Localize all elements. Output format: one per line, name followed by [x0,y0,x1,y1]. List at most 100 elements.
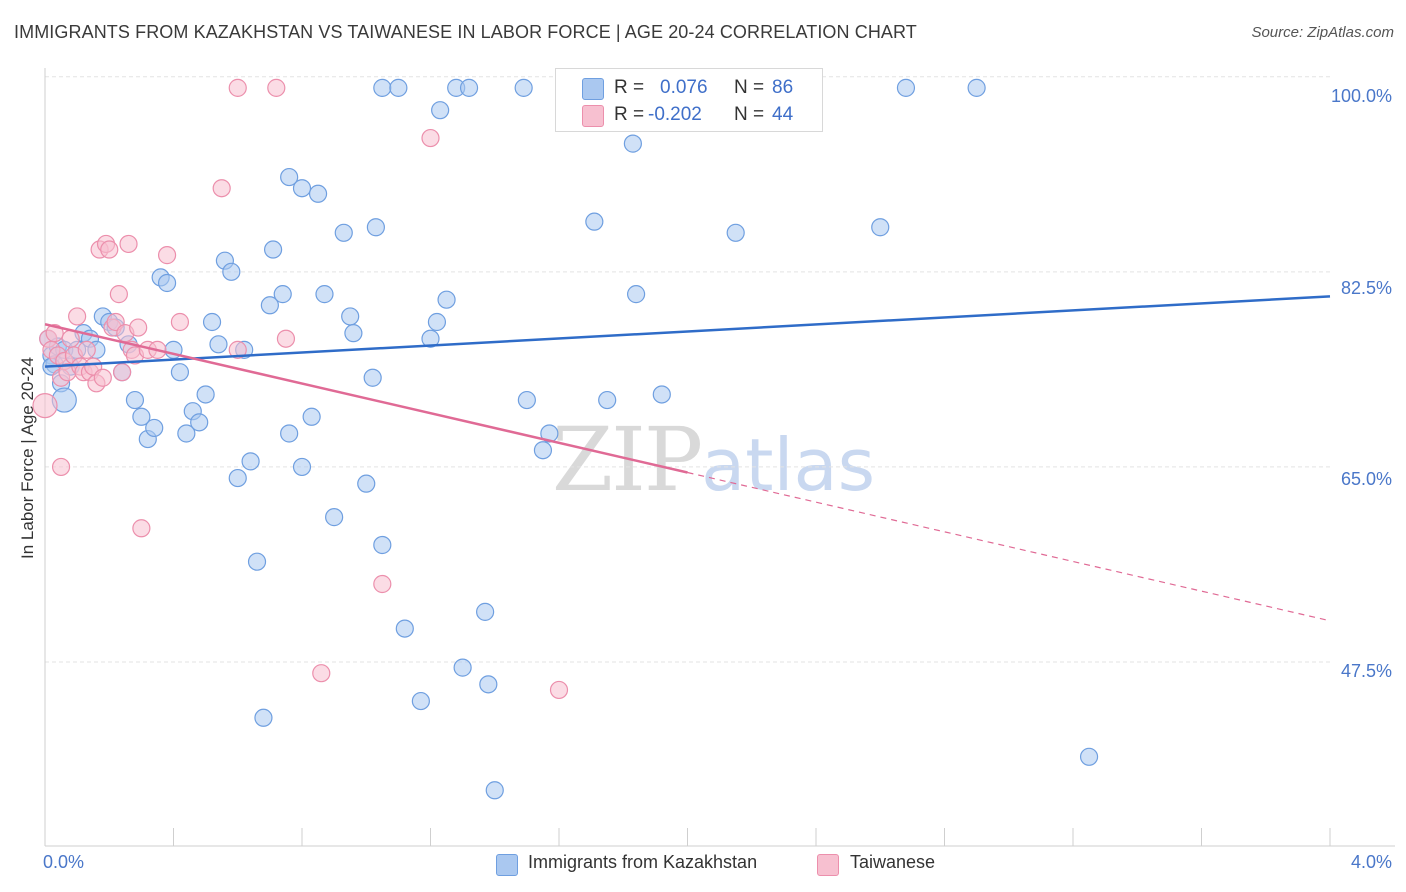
point-kazakhstan-44 [302,407,321,426]
point-kazakhstan-62 [437,290,456,309]
legend-swatch-blue [582,78,604,100]
point-kazakhstan-66 [476,602,495,621]
point-taiwanese-25 [112,363,132,382]
point-kazakhstan-80 [871,218,890,237]
point-kazakhstan-47 [325,508,344,527]
point-kazakhstan-31 [222,262,241,281]
point-kazakhstan-79 [726,223,745,242]
point-kazakhstan-43 [292,457,312,477]
point-kazakhstan-76 [623,134,642,153]
trendline-taiwanese-solid [44,323,688,474]
point-kazakhstan-34 [241,452,260,471]
point-kazakhstan-32 [228,468,247,488]
point-kazakhstan-45 [308,184,328,203]
y-tick-label-82: 82.5% [1340,278,1392,298]
point-kazakhstan-65 [459,78,479,97]
point-kazakhstan-58 [411,691,430,711]
legend-n-value: 44 [772,104,794,125]
point-taiwanese-34 [157,246,177,265]
y-tick-label-100: 100.0% [1330,86,1392,106]
point-kazakhstan-56 [389,78,408,97]
point-taiwanese-43 [421,128,440,148]
point-kazakhstan-40 [280,424,299,443]
point-kazakhstan-60 [427,312,447,332]
point-kazakhstan-46 [315,285,334,304]
point-kazakhstan-23 [170,363,190,382]
point-kazakhstan-72 [540,424,559,443]
point-kazakhstan-36 [254,708,273,727]
point-taiwanese-42 [373,574,392,594]
legend-r-label: R = [614,77,645,98]
point-taiwanese-3 [45,324,64,343]
trendline-taiwanese-dashed [687,471,1331,622]
point-taiwanese-0 [32,393,58,419]
point-taiwanese-39 [267,78,286,97]
chart-title: IMMIGRANTS FROM KAZAKHSTAN VS TAIWANESE … [14,22,917,42]
chart-source: Source: ZipAtlas.com [1251,24,1394,41]
point-taiwanese-6 [51,457,71,477]
point-kazakhstan-51 [357,474,376,493]
point-taiwanese-38 [228,78,247,97]
stats-legend: R = 0.076 N = 86 R = -0.202 N = 44 [555,68,823,132]
point-kazakhstan-19 [145,418,164,438]
bottom-legend-taiwanese: Taiwanese [850,852,936,872]
legend-n-label: N = [734,104,765,125]
point-kazakhstan-77 [626,285,646,304]
point-taiwanese-35 [170,312,190,332]
point-taiwanese-11 [68,307,87,326]
point-taiwanese-31 [132,519,151,538]
point-kazakhstan-35 [247,552,267,571]
point-kazakhstan-50 [344,324,363,343]
point-kazakhstan-17 [132,407,151,426]
point-kazakhstan-27 [196,385,215,404]
point-kazakhstan-78 [652,385,671,404]
point-kazakhstan-49 [341,307,360,326]
point-kazakhstan-37 [260,296,279,315]
legend-row-kazakhstan: R = 0.076 N = 86 [556,75,822,101]
point-taiwanese-36 [212,179,231,198]
point-kazakhstan-29 [209,335,228,354]
point-kazakhstan-67 [479,675,498,694]
legend-r-value: -0.202 [648,104,702,125]
point-taiwanese-40 [276,329,296,348]
point-kazakhstan-54 [373,535,392,555]
y-tick-label-65: 65.0% [1340,469,1392,489]
bottom-legend-swatch-kazakhstan [496,854,518,876]
point-taiwanese-24 [109,285,128,304]
point-taiwanese-37 [228,340,247,359]
point-kazakhstan-75 [598,390,617,410]
point-kazakhstan-55 [373,78,392,97]
point-taiwanese-14 [77,340,96,359]
x-tick-label-max: 4.0% [1350,852,1392,872]
point-kazakhstan-39 [273,285,292,304]
legend-r-value: 0.076 [660,77,708,98]
point-kazakhstan-53 [366,218,385,237]
point-taiwanese-30 [129,318,148,337]
point-kazakhstan-28 [202,312,222,332]
point-taiwanese-19 [93,368,112,387]
point-kazakhstan-57 [395,619,414,638]
legend-n-value: 86 [772,77,794,98]
legend-n-label: N = [734,77,765,98]
point-kazakhstan-81 [896,78,916,97]
watermark: ZIPatlas [552,408,875,511]
x-tick-label-min: 0.0% [43,852,85,872]
point-taiwanese-44 [549,680,569,700]
point-kazakhstan-16 [125,390,145,410]
point-kazakhstan-24 [177,424,196,443]
bottom-legend-kazakhstan: Immigrants from Kazakhstan [528,852,758,872]
point-kazakhstan-68 [485,781,504,800]
point-kazakhstan-71 [533,441,553,460]
legend-swatch-pink [582,105,604,127]
point-kazakhstan-64 [453,658,472,677]
point-kazakhstan-26 [190,413,209,432]
bottom-legend-swatch-taiwanese [817,854,839,876]
point-kazakhstan-52 [363,368,382,387]
point-kazakhstan-42 [292,179,312,198]
point-kazakhstan-48 [334,223,353,242]
watermark-atlas: atlas [701,423,876,507]
point-taiwanese-21 [100,240,119,259]
point-kazakhstan-69 [514,78,533,97]
legend-r-label: R = [614,104,645,125]
point-kazakhstan-73 [585,212,604,231]
